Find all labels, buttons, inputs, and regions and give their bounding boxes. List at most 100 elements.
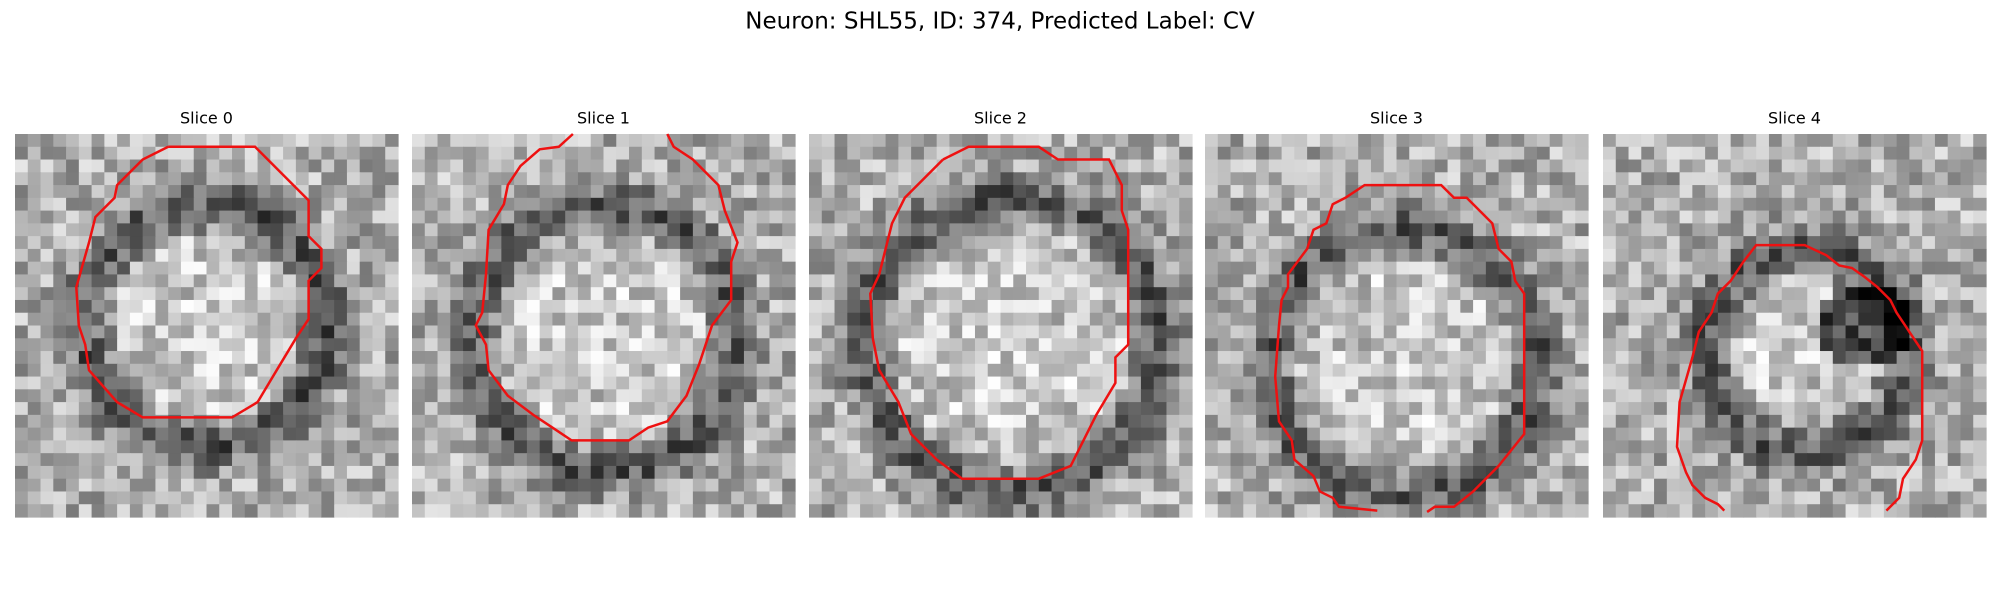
pixel [346, 287, 361, 301]
pixel [1896, 210, 1910, 224]
pixel [936, 465, 951, 480]
pixel [1473, 172, 1487, 186]
pixel [847, 351, 861, 365]
pixel [1871, 134, 1885, 148]
pixel [1679, 414, 1693, 429]
pixel [1217, 427, 1232, 441]
pixel [809, 363, 823, 378]
pixel [641, 210, 656, 224]
pixel [1089, 376, 1104, 390]
pixel [1370, 236, 1385, 250]
pixel [270, 185, 284, 199]
pixel [437, 351, 451, 365]
pixel [1615, 414, 1630, 429]
pixel [1460, 248, 1474, 263]
pixel [1654, 414, 1668, 429]
pixel [514, 134, 528, 148]
pixel [526, 287, 541, 301]
pixel [193, 223, 208, 237]
pixel [539, 351, 554, 365]
pixel [1934, 248, 1949, 263]
pixel [654, 402, 668, 416]
pixel [180, 159, 195, 173]
pixel [219, 287, 233, 301]
pixel [1679, 146, 1693, 161]
pixel [743, 172, 758, 186]
pixel [321, 427, 335, 441]
pixel [1832, 197, 1847, 212]
pixel [385, 351, 399, 365]
pixel [1345, 363, 1359, 378]
pixel [27, 376, 42, 390]
pixel [1000, 312, 1014, 327]
pixel [1511, 299, 1525, 314]
pixel [1026, 465, 1040, 480]
pixel [15, 402, 29, 416]
pixel [359, 185, 374, 199]
pixel [1409, 338, 1423, 352]
pixel [1307, 338, 1321, 352]
pixel [1909, 274, 1923, 288]
pixel [1562, 440, 1576, 454]
pixel [1615, 172, 1630, 186]
pixel [743, 287, 758, 301]
pixel [1370, 146, 1385, 161]
contour [1675, 243, 1924, 512]
pixel [1473, 236, 1487, 250]
pixel [142, 312, 157, 327]
pixel [1549, 465, 1564, 480]
pixel [539, 402, 554, 416]
pixel [244, 376, 259, 390]
pixel [1256, 338, 1270, 352]
pixel [809, 478, 823, 493]
pixel [1756, 440, 1770, 454]
pixel [257, 478, 271, 493]
pixel [1654, 440, 1668, 454]
pixel [53, 465, 67, 480]
pixel [1615, 338, 1630, 352]
pixel [1000, 389, 1014, 403]
pixel [616, 465, 630, 480]
pixel [923, 261, 938, 276]
pixel [1641, 146, 1655, 161]
pixel [923, 299, 938, 314]
pixel [1230, 274, 1244, 288]
pixel [1064, 491, 1078, 505]
pixel [66, 185, 80, 199]
pixel [1115, 299, 1129, 314]
pixel [1128, 465, 1142, 480]
pixel [257, 414, 271, 429]
pixel [424, 465, 439, 480]
pixel [1909, 363, 1923, 378]
pixel [834, 248, 848, 263]
pixel [501, 376, 515, 390]
pixel [15, 197, 29, 212]
pixel [1575, 274, 1589, 288]
pixel [565, 338, 579, 352]
pixel [1524, 325, 1538, 339]
pixel [1973, 287, 1987, 301]
pixel [1628, 491, 1642, 505]
pixel [1294, 236, 1308, 250]
pixel [923, 287, 938, 301]
pixel [1000, 491, 1014, 505]
pixel [488, 236, 502, 250]
slice-image [1205, 134, 1589, 518]
pixel [1153, 376, 1168, 390]
pixel [412, 134, 426, 148]
pixel [577, 414, 592, 429]
pixel [1128, 414, 1142, 429]
pixel [680, 248, 694, 263]
pixel [680, 312, 694, 327]
pixel [809, 210, 823, 224]
pixel [450, 197, 464, 212]
pixel [1832, 159, 1847, 173]
pixel [1422, 351, 1436, 365]
pixel [1383, 248, 1398, 263]
pixel [1743, 414, 1757, 429]
pixel [1666, 376, 1681, 390]
pixel [1064, 402, 1078, 416]
pixel [834, 338, 848, 352]
pixel [1575, 325, 1589, 339]
pixel [1666, 351, 1681, 365]
